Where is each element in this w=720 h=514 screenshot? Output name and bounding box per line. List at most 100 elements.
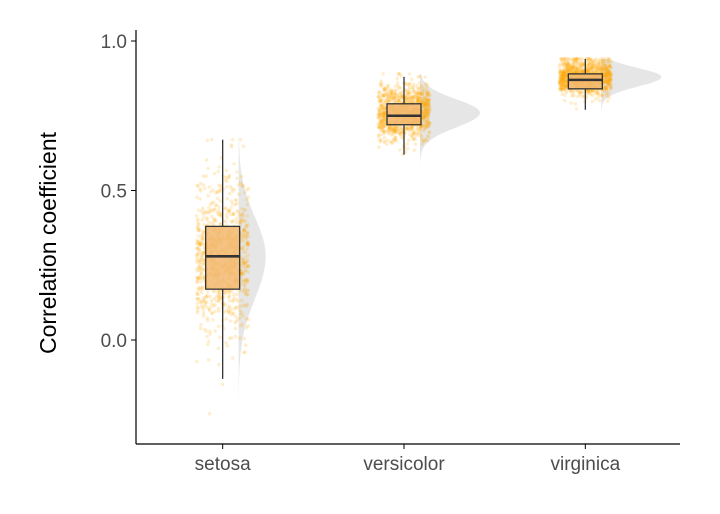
data-point-setosa (213, 219, 218, 224)
data-point-virginica (606, 79, 611, 83)
data-point-virginica (579, 64, 583, 68)
data-point-virginica (561, 73, 566, 77)
data-point-virginica (560, 92, 564, 96)
data-point-virginica (607, 71, 612, 75)
data-point-versicolor (426, 115, 431, 120)
data-point-versicolor (379, 79, 384, 84)
data-point-versicolor (427, 130, 432, 134)
data-point-versicolor (424, 102, 429, 107)
data-point-versicolor (383, 86, 387, 91)
data-point-versicolor (416, 97, 420, 102)
data-point-virginica (561, 82, 565, 87)
data-point-versicolor (421, 89, 426, 93)
data-point-versicolor (392, 96, 397, 101)
data-point-setosa (202, 230, 206, 235)
data-point-setosa (198, 197, 202, 201)
data-point-virginica (563, 80, 567, 85)
data-point-virginica (568, 89, 573, 94)
data-point-versicolor (379, 121, 383, 125)
data-point-virginica (596, 62, 600, 66)
data-point-setosa (240, 184, 245, 189)
data-point-setosa (195, 246, 199, 251)
data-point-setosa (209, 190, 213, 194)
data-point-virginica (604, 70, 609, 75)
data-point-setosa (228, 319, 233, 323)
data-point-setosa (239, 217, 244, 222)
data-point-versicolor (391, 126, 395, 131)
data-point-versicolor (424, 102, 429, 106)
data-point-virginica (559, 74, 564, 78)
data-point-setosa (197, 229, 201, 233)
data-point-versicolor (389, 93, 393, 97)
data-point-virginica (608, 78, 613, 83)
data-point-virginica (607, 63, 612, 68)
data-point-versicolor (380, 98, 385, 103)
data-point-virginica (573, 70, 577, 74)
data-point-virginica (602, 74, 606, 79)
data-point-virginica (571, 63, 576, 67)
data-point-virginica (557, 80, 562, 85)
data-point-virginica (558, 75, 562, 80)
data-point-setosa (230, 189, 235, 194)
data-point-setosa (212, 218, 216, 222)
data-point-virginica (607, 57, 612, 61)
data-point-versicolor (411, 98, 415, 103)
data-point-versicolor (424, 110, 429, 114)
data-point-versicolor (393, 138, 397, 143)
data-point-versicolor (410, 95, 415, 99)
data-point-virginica (592, 59, 597, 64)
data-point-setosa (237, 336, 242, 340)
data-point-setosa (201, 174, 206, 178)
data-point-versicolor (411, 127, 416, 132)
data-point-virginica (575, 57, 579, 61)
data-point-versicolor (388, 128, 393, 132)
data-point-versicolor (376, 90, 381, 94)
data-point-versicolor (416, 90, 421, 94)
data-point-setosa (203, 211, 208, 215)
data-point-virginica (608, 64, 612, 68)
data-point-setosa (246, 234, 251, 238)
data-point-virginica (586, 70, 591, 75)
data-point-virginica (597, 63, 602, 68)
data-point-virginica (597, 98, 602, 103)
data-point-virginica (607, 70, 611, 74)
data-point-virginica (571, 57, 575, 61)
data-point-virginica (559, 85, 563, 90)
data-point-setosa (246, 264, 250, 269)
data-point-setosa (202, 327, 207, 332)
data-point-setosa (239, 219, 243, 224)
data-point-versicolor (423, 104, 428, 109)
data-point-setosa (217, 290, 221, 294)
data-point-virginica (596, 91, 601, 96)
data-point-setosa (239, 288, 244, 293)
data-point-versicolor (426, 123, 430, 128)
data-point-virginica (605, 72, 610, 77)
data-point-versicolor (391, 138, 396, 143)
data-point-versicolor (414, 90, 419, 94)
data-point-setosa (245, 241, 249, 245)
data-point-virginica (561, 80, 565, 84)
data-point-virginica (580, 57, 584, 61)
data-point-versicolor (421, 112, 426, 116)
data-point-setosa (218, 189, 223, 193)
data-point-virginica (561, 74, 566, 78)
data-point-versicolor (387, 130, 392, 135)
data-point-versicolor (380, 93, 385, 98)
data-point-setosa (246, 186, 251, 191)
data-point-setosa (201, 285, 206, 289)
data-point-versicolor (426, 101, 431, 105)
data-point-setosa (239, 276, 244, 280)
data-point-virginica (604, 63, 608, 67)
data-point-virginica (596, 92, 601, 96)
data-point-setosa (246, 223, 250, 227)
data-point-virginica (560, 86, 564, 90)
data-point-virginica (576, 90, 580, 94)
data-point-virginica (600, 63, 605, 68)
x-tick-label-versicolor: versicolor (363, 454, 445, 475)
data-point-virginica (559, 69, 563, 74)
data-point-setosa (239, 212, 243, 216)
data-point-setosa (210, 311, 214, 315)
data-point-setosa (218, 199, 223, 203)
data-point-versicolor (425, 117, 430, 121)
